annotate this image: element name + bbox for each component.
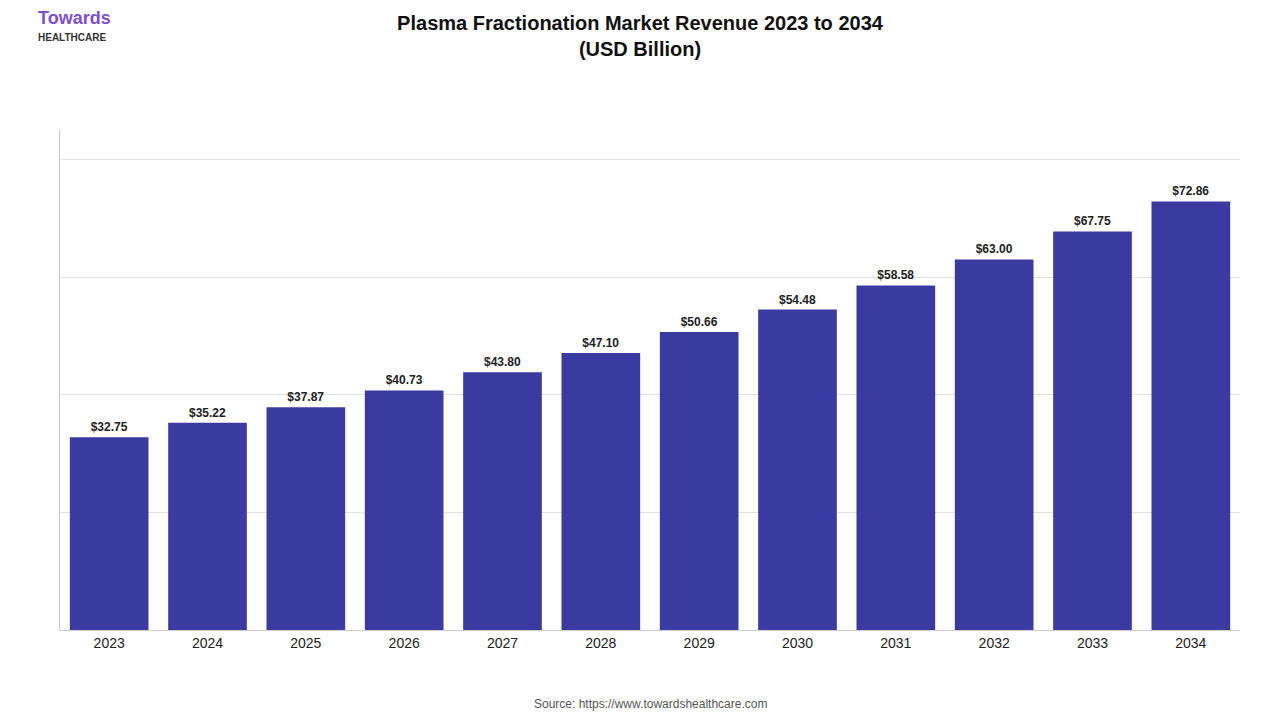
svg-text:2034: 2034 bbox=[1175, 635, 1206, 651]
svg-text:$47.10: $47.10 bbox=[582, 336, 619, 350]
svg-text:2028: 2028 bbox=[585, 635, 616, 651]
svg-text:$37.87: $37.87 bbox=[287, 390, 324, 404]
svg-text:Plasma Fractionation Market Re: Plasma Fractionation Market Revenue 2023… bbox=[397, 12, 884, 60]
svg-text:2024: 2024 bbox=[192, 635, 223, 651]
svg-text:2023: 2023 bbox=[94, 635, 125, 651]
svg-text:2029: 2029 bbox=[684, 635, 715, 651]
svg-text:2032: 2032 bbox=[979, 635, 1010, 651]
svg-text:2026: 2026 bbox=[389, 635, 420, 651]
svg-text:Source: https://www.towardshea: Source: https://www.towardshealthcare.co… bbox=[534, 697, 767, 711]
svg-text:HEALTHCARE: HEALTHCARE bbox=[38, 32, 106, 43]
svg-text:$72.86: $72.86 bbox=[1172, 184, 1209, 198]
svg-text:Towards: Towards bbox=[38, 8, 111, 28]
svg-text:2027: 2027 bbox=[487, 635, 518, 651]
svg-text:$35.22: $35.22 bbox=[189, 406, 226, 420]
svg-text:$32.75: $32.75 bbox=[91, 420, 128, 434]
svg-text:2030: 2030 bbox=[782, 635, 813, 651]
svg-text:$54.48: $54.48 bbox=[779, 293, 816, 307]
svg-text:$40.73: $40.73 bbox=[386, 373, 423, 387]
svg-text:$63.00: $63.00 bbox=[976, 242, 1013, 256]
svg-text:$43.80: $43.80 bbox=[484, 355, 521, 369]
svg-text:2033: 2033 bbox=[1077, 635, 1108, 651]
svg-text:2025: 2025 bbox=[290, 635, 321, 651]
svg-text:$50.66: $50.66 bbox=[681, 315, 718, 329]
svg-text:2031: 2031 bbox=[880, 635, 911, 651]
svg-text:$58.58: $58.58 bbox=[877, 268, 914, 282]
svg-text:$67.75: $67.75 bbox=[1074, 214, 1111, 228]
